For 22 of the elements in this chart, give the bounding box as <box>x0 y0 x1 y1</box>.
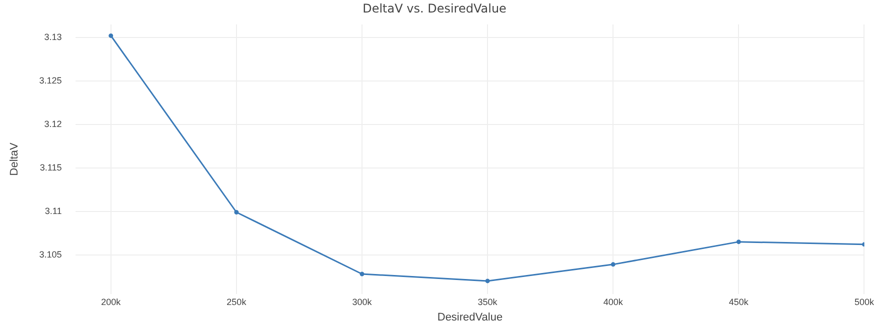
y-tick-label: 3.115 <box>40 162 62 172</box>
x-tick-label: 400k <box>603 296 624 307</box>
x-tick-label: 350k <box>478 296 498 307</box>
y-tick-label: 3.125 <box>39 75 62 86</box>
point <box>736 240 741 244</box>
x-tick-label: 250k <box>226 296 247 307</box>
point <box>485 278 490 284</box>
point <box>610 262 616 267</box>
point <box>360 272 364 276</box>
x-tick-label: 450k <box>728 296 749 307</box>
x-tick-label: 500k <box>854 296 874 307</box>
point <box>108 33 114 38</box>
y-tick-label: 3.13 <box>44 32 62 42</box>
x-tick-label: 300k <box>352 296 372 307</box>
x-tick-label: 200k <box>101 296 122 307</box>
x-axis-title: DesiredValue <box>437 311 503 324</box>
y-tick-label: 3.11 <box>44 206 62 216</box>
y-tick-label: 3.12 <box>44 118 62 129</box>
y-tick-label: 3.105 <box>39 249 62 260</box>
chart-title: DeltaV vs. DesiredValue <box>362 1 506 16</box>
y-axis-title: DeltaV <box>8 142 21 176</box>
point <box>234 210 239 214</box>
